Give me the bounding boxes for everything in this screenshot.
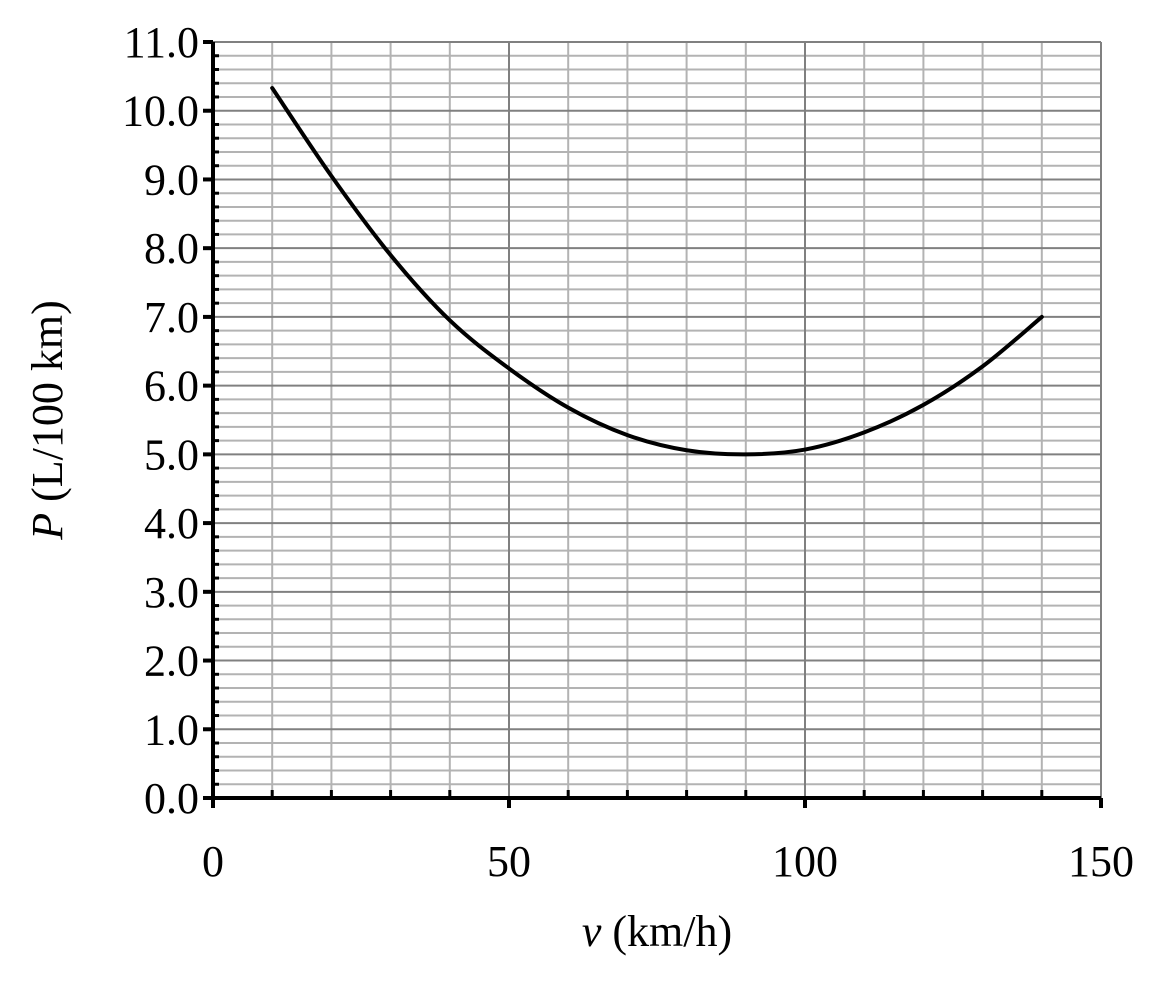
x-axis-unit: (km/h) (601, 907, 732, 956)
y-tick-label: 2.0 (144, 637, 199, 686)
x-axis-symbol: v (582, 907, 602, 956)
y-tick-label: 11.0 (124, 18, 199, 67)
y-tick-label: 7.0 (144, 293, 199, 342)
y-tick-label: 8.0 (144, 224, 199, 273)
y-tick-label: 10.0 (122, 87, 199, 136)
x-tick-label: 0 (202, 837, 224, 886)
x-tick-label: 150 (1068, 837, 1134, 886)
series-layer (270, 86, 1044, 457)
series-line (270, 86, 1044, 457)
minor-gridlines (213, 42, 1101, 798)
x-tick-label: 100 (772, 837, 838, 886)
axes (203, 40, 1103, 808)
y-tick-label: 4.0 (144, 499, 199, 548)
y-tick-label: 0.0 (144, 774, 199, 823)
y-tick-label: 3.0 (144, 568, 199, 617)
y-tick-label: 9.0 (144, 155, 199, 204)
x-axis-title: v (km/h) (582, 907, 732, 956)
y-axis-title: P (L/100 km) (23, 300, 72, 541)
y-tick-labels: 0.0 1.0 2.0 3.0 4.0 5.0 6.0 7.0 8.0 9.0 10.0 11.0 (122, 18, 199, 823)
y-axis-unit: (L/100 km) (23, 300, 72, 513)
y-tick-label: 5.0 (144, 430, 199, 479)
y-axis-symbol: P (23, 513, 72, 541)
y-tick-label: 1.0 (144, 705, 199, 754)
y-tick-label: 6.0 (144, 362, 199, 411)
x-tick-labels: 0 50 100 150 (202, 837, 1134, 886)
major-gridlines (213, 41, 1102, 798)
x-tick-label: 50 (487, 837, 531, 886)
